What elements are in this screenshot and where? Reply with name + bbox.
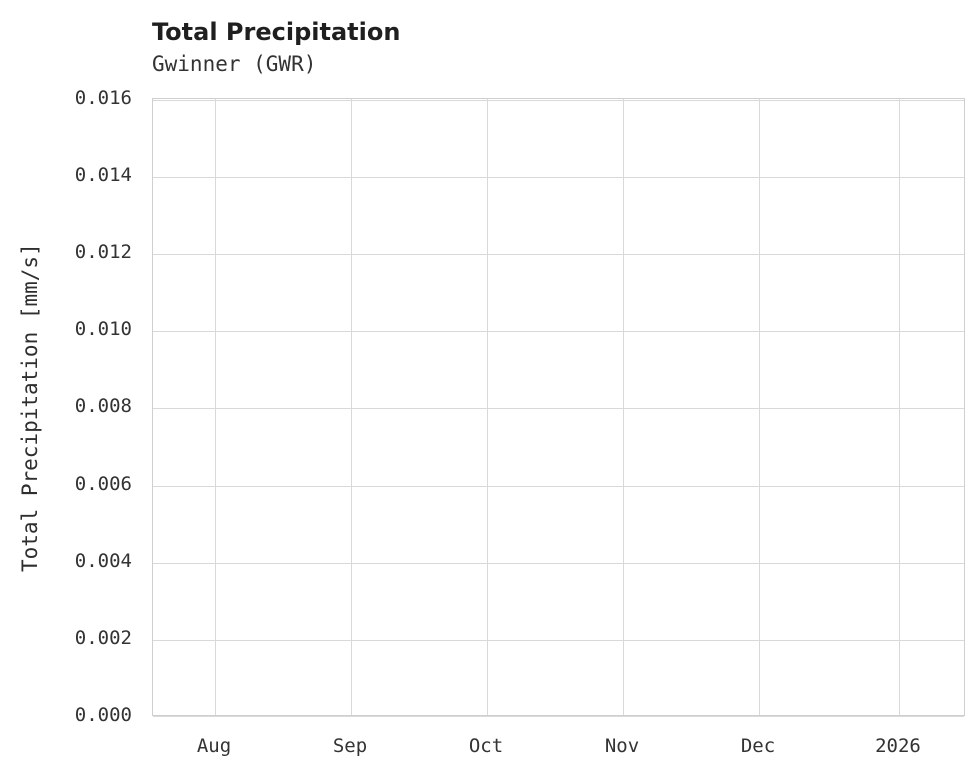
gridline-horizontal xyxy=(153,486,964,487)
y-tick-label: 0.014 xyxy=(74,164,132,186)
gridline-horizontal xyxy=(153,408,964,409)
gridline-horizontal xyxy=(153,563,964,564)
y-tick-label: 0.006 xyxy=(74,473,132,495)
gridline-vertical xyxy=(759,99,760,715)
x-tick-label: 2026 xyxy=(875,735,921,757)
gridline-horizontal xyxy=(153,100,964,101)
gridline-horizontal xyxy=(153,640,964,641)
gridline-horizontal xyxy=(153,254,964,255)
chart-title: Total Precipitation xyxy=(152,18,401,46)
gridline-vertical xyxy=(899,99,900,715)
gridline-horizontal xyxy=(153,177,964,178)
x-tick-label: Nov xyxy=(604,735,640,757)
gridline-vertical xyxy=(351,99,352,715)
y-tick-label: 0.002 xyxy=(74,627,132,649)
chart-subtitle: Gwinner (GWR) xyxy=(152,52,317,76)
x-tick-label: Sep xyxy=(332,735,368,757)
y-tick-label: 0.010 xyxy=(74,318,132,340)
gridline-horizontal xyxy=(153,331,964,332)
plot-area xyxy=(152,98,965,717)
x-tick-label: Aug xyxy=(196,735,232,757)
y-tick-label: 0.004 xyxy=(74,550,132,572)
gridline-vertical xyxy=(215,99,216,715)
y-tick-label: 0.008 xyxy=(74,395,132,417)
gridline-horizontal xyxy=(153,716,964,717)
x-tick-label: Dec xyxy=(740,735,776,757)
y-tick-label: 0.012 xyxy=(74,241,132,263)
y-tick-label: 0.016 xyxy=(74,87,132,109)
gridline-vertical xyxy=(487,99,488,715)
gridline-vertical xyxy=(623,99,624,715)
x-tick-label: Oct xyxy=(468,735,504,757)
y-tick-label: 0.000 xyxy=(74,704,132,726)
